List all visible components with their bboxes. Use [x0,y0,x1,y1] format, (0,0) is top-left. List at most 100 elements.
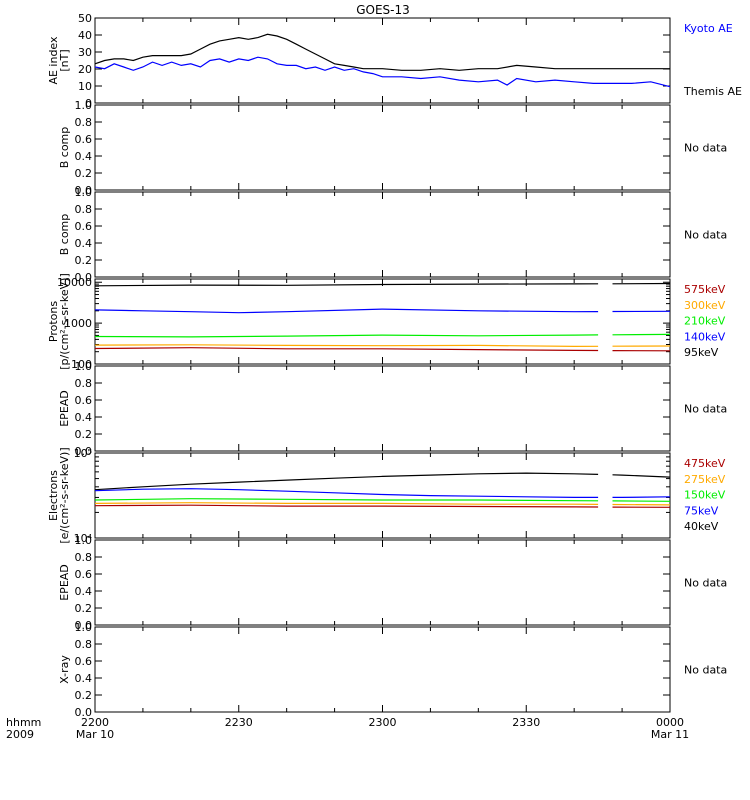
legend-95kev: 95keV [684,346,719,359]
y-tick-label: 0.4 [75,672,93,685]
y-tick-label: 0.4 [75,585,93,598]
panel-frame [94,104,671,191]
x-tick-label: 2330 [512,716,540,729]
y-axis-label: X-ray [58,655,71,684]
legend-210kev: 210keV [684,315,726,328]
no-data-note: No data [684,577,727,590]
panel-7: 0.0 0.2 0.4 0.6 0.8 1.0 X-ray No data [58,621,727,719]
y-tick-label: 0.2 [75,428,93,441]
y-tick-label: 0.8 [75,116,93,129]
panel-frame [94,452,671,539]
y-tick-label: 0.2 [75,689,93,702]
y-tick-label: 0.2 [75,602,93,615]
panel-frame [94,365,671,452]
series-95kev [94,283,599,287]
y-axis-label: EPEAD [58,564,71,601]
legend-300kev: 300keV [684,299,726,312]
y-tick-label: 0.8 [75,551,93,564]
series-75kev [94,488,599,498]
series-kyoto-ae [94,56,671,88]
y-axis-label: B comp [58,214,71,256]
no-data-note: No data [684,142,727,155]
panel-4: 0.0 0.2 0.4 0.6 0.8 1.0 EPEAD No data [58,360,727,458]
x-axis-label: hhmm [6,716,41,729]
y-tick-label: 1.0 [75,186,93,199]
series-150kev [94,498,599,502]
y-tick-label: 0.0 [75,706,93,719]
y-axis-label: [p/(cm²-s-sr-keV)] [58,273,71,370]
y-tick-label: 0.6 [75,568,93,581]
no-data-note: No data [684,229,727,242]
y-axis-label: [nT] [58,49,71,71]
y-tick-label: 0.4 [75,411,93,424]
series-40kev [612,474,671,478]
panel-frame [94,539,671,626]
y-tick-label: 0.6 [75,655,93,668]
legend-275kev: 275keV [684,473,726,486]
series-275kev [94,502,599,505]
series-575kev [94,347,599,352]
y-axis-label: EPEAD [58,390,71,427]
y-tick-label: 10⁴ [74,532,93,545]
series-75kev [612,496,671,498]
y-tick-label: 100 [71,358,92,371]
x-date-label: Mar 10 [76,728,114,741]
y-tick-label: 10⁵ [74,447,92,460]
series-themis-ae [94,33,670,71]
y-tick-label: 0.0 [75,271,93,284]
series-140kev [94,308,599,314]
y-tick-label: 0.8 [75,638,93,651]
x-tick-label: 2230 [225,716,253,729]
y-tick-label: 0 [85,97,92,110]
y-tick-label: 30 [78,46,92,59]
panel-1: 0.0 0.2 0.4 0.6 0.8 1.0 B comp No data [58,99,727,197]
y-tick-label: 0.4 [75,237,93,250]
x-tick-label: 0000 [656,716,684,729]
y-tick-label: 40 [78,29,92,42]
panel-0: 0 10 20 30 40 50 AE index[nT] Kyoto AE Themis AE [47,12,742,110]
legend-kyoto-ae: Kyoto AE [684,22,733,35]
legend-75kev: 75keV [684,504,719,517]
panel-5: 10⁴ 10⁵ Electrons[e/(cm²-s-sr-keV)] 475keV 2… [47,447,726,545]
y-axis-label: [e/(cm²-s-sr-keV)] [58,447,71,543]
legend-40kev: 40keV [684,520,719,533]
y-tick-label: 1.0 [75,99,93,112]
series-40kev [94,472,599,491]
no-data-note: No data [684,664,727,677]
panel-frame [94,17,671,104]
y-tick-label: 0.6 [75,220,93,233]
y-axis-label: Electrons [47,470,60,521]
y-tick-label: 0.4 [75,150,93,163]
no-data-note: No data [684,403,727,416]
y-tick-label: 0.8 [75,377,93,390]
legend-themis-ae: Themis AE [683,85,742,98]
legend-140kev: 140keV [684,330,726,343]
legend-575kev: 575keV [684,283,726,296]
panels: 0 10 20 30 40 50 AE index[nT] Kyoto AE Themis AE… [47,12,742,719]
y-tick-label: 0.0 [75,619,93,632]
y-tick-label: 1000 [64,317,92,330]
panel-3: 100 1000 10000 Protons[p/(cm²-s-sr-keV)] 575… [47,273,726,371]
series-300kev [94,344,599,348]
y-tick-label: 10000 [57,276,92,289]
y-tick-label: 1.0 [75,621,93,634]
y-tick-label: 0.0 [75,184,93,197]
panel-2: 0.0 0.2 0.4 0.6 0.8 1.0 B comp No data [58,186,727,284]
panel-6: 0.0 0.2 0.4 0.6 0.8 1.0 EPEAD No data [58,534,727,632]
legend-150kev: 150keV [684,489,726,502]
y-tick-label: 0.2 [75,254,93,267]
x-tick-label: 2300 [369,716,397,729]
y-tick-label: 0.8 [75,203,93,216]
series-475kev [94,504,599,508]
x-date-label: Mar 11 [651,728,689,741]
y-tick-label: 50 [78,12,92,25]
y-tick-label: 0.6 [75,394,93,407]
series-210kev [94,334,599,338]
figure-title: GOES-13 [356,3,410,17]
y-axis-label: B comp [58,127,71,169]
panel-frame [94,626,671,713]
y-tick-label: 0.0 [75,445,93,458]
y-tick-label: 1.0 [75,534,93,547]
